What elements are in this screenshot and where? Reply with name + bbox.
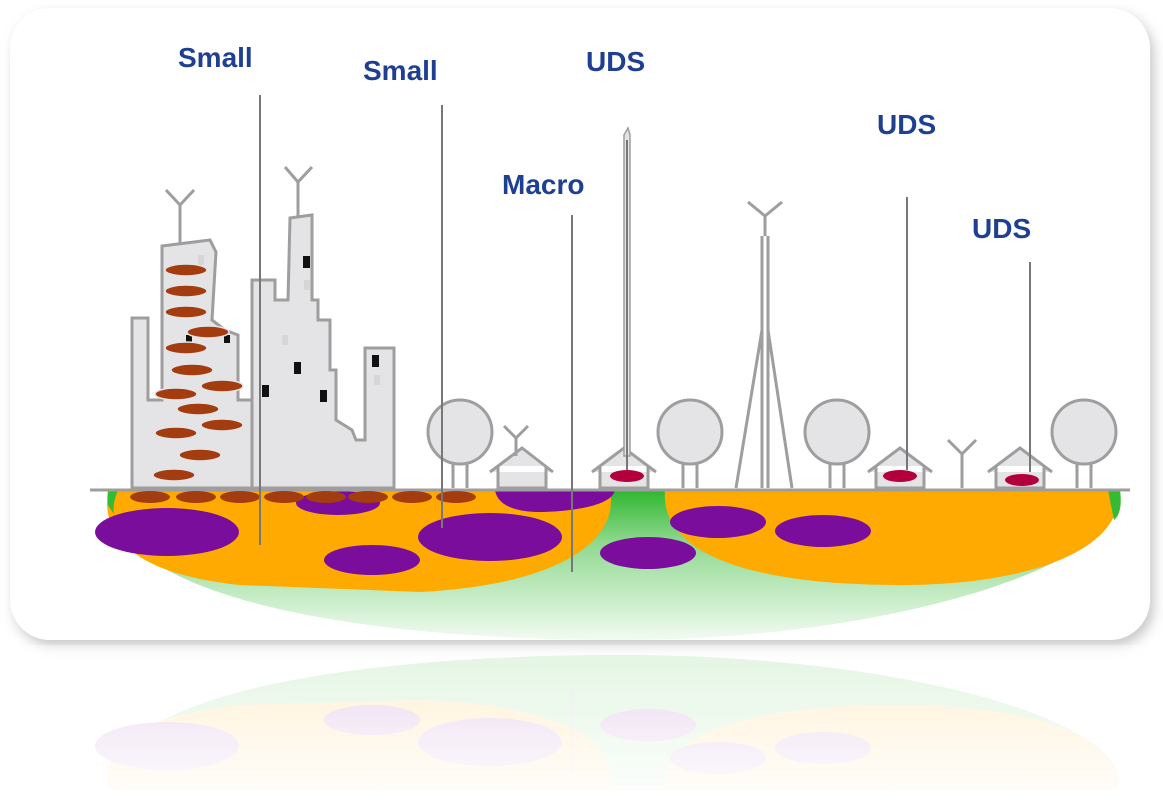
building-antenna-icon <box>283 165 314 216</box>
uds-cell <box>775 515 871 547</box>
tree-icon <box>656 398 724 488</box>
label-uds-2: UDS <box>877 109 936 140</box>
macro-edge-right <box>1108 490 1121 520</box>
ground-antenna-icon <box>502 424 530 456</box>
reflection-fade <box>0 645 1163 810</box>
macro-edge-left <box>108 490 118 520</box>
tree-icon <box>803 398 871 488</box>
label-macro: Macro <box>502 169 584 200</box>
macro-tower-icon <box>734 200 794 489</box>
tree-icon <box>1050 398 1118 488</box>
label-small-1: Small <box>178 42 253 73</box>
uds-cell <box>95 508 239 556</box>
label-leader-lines <box>259 95 1031 572</box>
trees <box>426 398 1118 488</box>
ground-devices <box>130 491 476 503</box>
city-buildings <box>130 165 396 490</box>
label-uds-1: UDS <box>586 46 645 77</box>
ground-antenna-icon <box>946 438 978 488</box>
label-small-2: Small <box>363 55 438 86</box>
building-right <box>250 213 396 490</box>
house-devices <box>610 470 1039 486</box>
building-antenna-icon <box>164 188 196 244</box>
indoor-devices <box>152 263 244 482</box>
uds-cell <box>670 506 766 538</box>
uds-cell <box>324 545 420 575</box>
building-windows <box>186 255 380 402</box>
house-icon <box>489 446 554 490</box>
uds-cell <box>600 537 696 569</box>
tree-icon <box>426 398 494 488</box>
uds-cell-half <box>495 490 615 512</box>
uds-cell <box>418 513 562 561</box>
label-uds-3: UDS <box>972 213 1031 244</box>
small-cell-coverage-right <box>664 490 1119 585</box>
uds-cells <box>95 490 871 575</box>
